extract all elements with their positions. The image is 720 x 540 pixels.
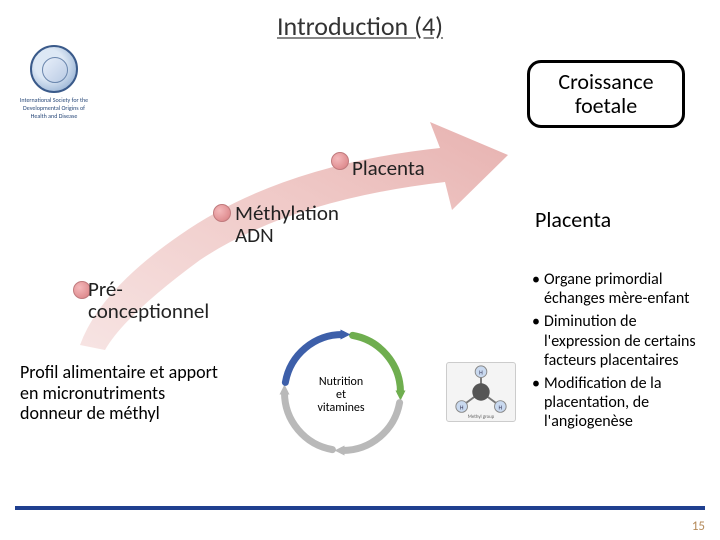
sidebar-bullet: •Organe primordial échanges mère-enfant (532, 270, 712, 308)
profil-text: Profil alimentaire et apport en micronut… (20, 362, 225, 424)
bullet-dot-icon: • (532, 374, 542, 432)
bullet-dot-icon: • (532, 312, 542, 370)
sidebar-title: Placenta (535, 206, 611, 233)
node-label-preconceptionnel: Pré- conceptionnel (88, 278, 209, 322)
svg-text:H: H (499, 403, 503, 411)
footer-divider (15, 506, 705, 510)
globe-fetus-icon (30, 45, 78, 93)
node-dot-methylation (213, 204, 231, 222)
bullet-text: Modification de la placentation, de l'an… (542, 374, 712, 432)
svg-text:H: H (460, 403, 464, 411)
page-title: Introduction (4) (0, 10, 720, 42)
logo-text-3: Health and Disease (8, 112, 100, 120)
bullet-text: Organe primordial échanges mère-enfant (542, 270, 712, 308)
svg-text:Methyl group: Methyl group (468, 414, 495, 420)
svg-text:H: H (479, 369, 483, 377)
node-dot-placenta (331, 152, 349, 170)
croissance-foetale-box: Croissance foetale (527, 60, 685, 128)
cycle-center-label: Nutrition et vitamines (305, 376, 377, 416)
sidebar-bullet: •Diminution de l'expression de certains … (532, 312, 712, 370)
sidebar-bullets: •Organe primordial échanges mère-enfant•… (532, 270, 712, 436)
logo-text-2: Developmental Origins of (8, 104, 100, 112)
node-label-methylation: Méthylation ADN (235, 202, 339, 246)
methyl-group-molecule-icon: H H H Methyl group (446, 362, 516, 422)
society-logo: International Society for the Developmen… (8, 45, 100, 137)
bullet-text: Diminution de l'expression de certains f… (542, 312, 712, 370)
page-number: 15 (692, 519, 705, 534)
node-label-placenta: Placenta (352, 155, 425, 181)
sidebar-bullet: •Modification de la placentation, de l'a… (532, 374, 712, 432)
logo-text-1: International Society for the (8, 96, 100, 104)
bullet-dot-icon: • (532, 270, 542, 308)
croissance-label: Croissance foetale (558, 70, 653, 118)
